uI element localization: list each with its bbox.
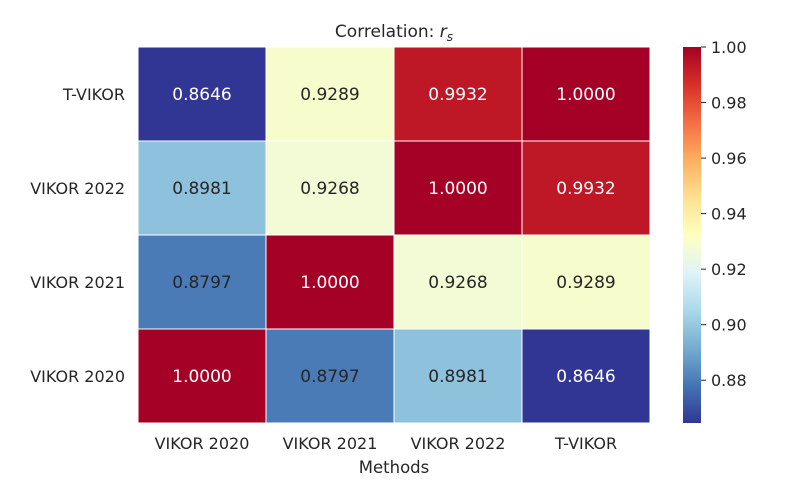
cell-value-label: 0.9289 xyxy=(556,273,615,293)
colorbar-tick-label: 0.92 xyxy=(711,260,747,279)
colorbar-tick-label: 0.98 xyxy=(711,94,747,113)
y-tick-label: T-VIKOR xyxy=(62,85,125,104)
heatmap-cell xyxy=(521,328,651,424)
cell-value-label: 0.8981 xyxy=(172,179,231,199)
heatmap-cells xyxy=(137,46,651,424)
cell-value-label: 1.0000 xyxy=(556,85,615,105)
x-tick-label: VIKOR 2022 xyxy=(411,434,506,453)
cell-value-label: 1.0000 xyxy=(300,273,359,293)
colorbar-tick-label: 0.90 xyxy=(711,316,747,335)
cell-value-label: 0.9289 xyxy=(300,85,359,105)
colorbar-tick-label: 0.94 xyxy=(711,205,747,224)
chart-title-symbol: r xyxy=(440,22,448,42)
chart-title-subscript: s xyxy=(447,30,453,44)
heatmap-cell xyxy=(393,328,523,424)
heatmap-cell xyxy=(137,46,267,142)
heatmap-cell xyxy=(137,328,267,424)
heatmap-cell xyxy=(521,234,651,330)
heatmap-cell xyxy=(265,46,395,142)
cell-value-label: 0.8981 xyxy=(428,367,487,387)
colorbar-tick-label: 0.88 xyxy=(711,371,747,390)
cell-value-label: 1.0000 xyxy=(172,367,231,387)
cell-value-label: 0.8797 xyxy=(172,273,231,293)
colorbar-tick-label: 0.96 xyxy=(711,149,747,168)
heatmap-cell xyxy=(265,234,395,330)
chart-title: Correlation: rs xyxy=(335,22,453,44)
chart-title-prefix: Correlation: xyxy=(335,22,440,42)
y-tick-label: VIKOR 2022 xyxy=(30,179,125,198)
x-axis-label: Methods xyxy=(359,458,429,477)
colorbar xyxy=(683,47,701,423)
colorbar-ticks: 0.88 0.90 0.92 0.94 0.96 0.98 1.00 xyxy=(701,38,747,390)
heatmap-cell xyxy=(393,234,523,330)
cell-value-label: 0.9932 xyxy=(428,85,487,105)
cell-value-label: 0.8646 xyxy=(556,367,615,387)
x-tick-label: T-VIKOR xyxy=(554,434,617,453)
heatmap-cell-labels: 0.8646 0.9289 0.9932 1.0000 0.8981 0.9268 1.00… xyxy=(172,85,615,387)
cell-value-label: 0.9268 xyxy=(428,273,487,293)
heatmap-cell xyxy=(521,140,651,236)
cell-value-label: 0.9932 xyxy=(556,179,615,199)
x-tick-labels: VIKOR 2020 VIKOR 2021 VIKOR 2022 T-VIKOR xyxy=(155,434,617,453)
colorbar-tick-label: 1.00 xyxy=(711,38,747,57)
cell-value-label: 0.9268 xyxy=(300,179,359,199)
y-tick-labels: T-VIKOR VIKOR 2022 VIKOR 2021 VIKOR 2020 xyxy=(30,85,125,386)
heatmap-cell xyxy=(137,234,267,330)
x-tick-label: VIKOR 2021 xyxy=(283,434,378,453)
cell-value-label: 1.0000 xyxy=(428,179,487,199)
y-tick-label: VIKOR 2021 xyxy=(30,273,125,292)
y-tick-label: VIKOR 2020 xyxy=(30,367,125,386)
cell-value-label: 0.8646 xyxy=(172,85,231,105)
cell-value-label: 0.8797 xyxy=(300,367,359,387)
x-tick-label: VIKOR 2020 xyxy=(155,434,250,453)
